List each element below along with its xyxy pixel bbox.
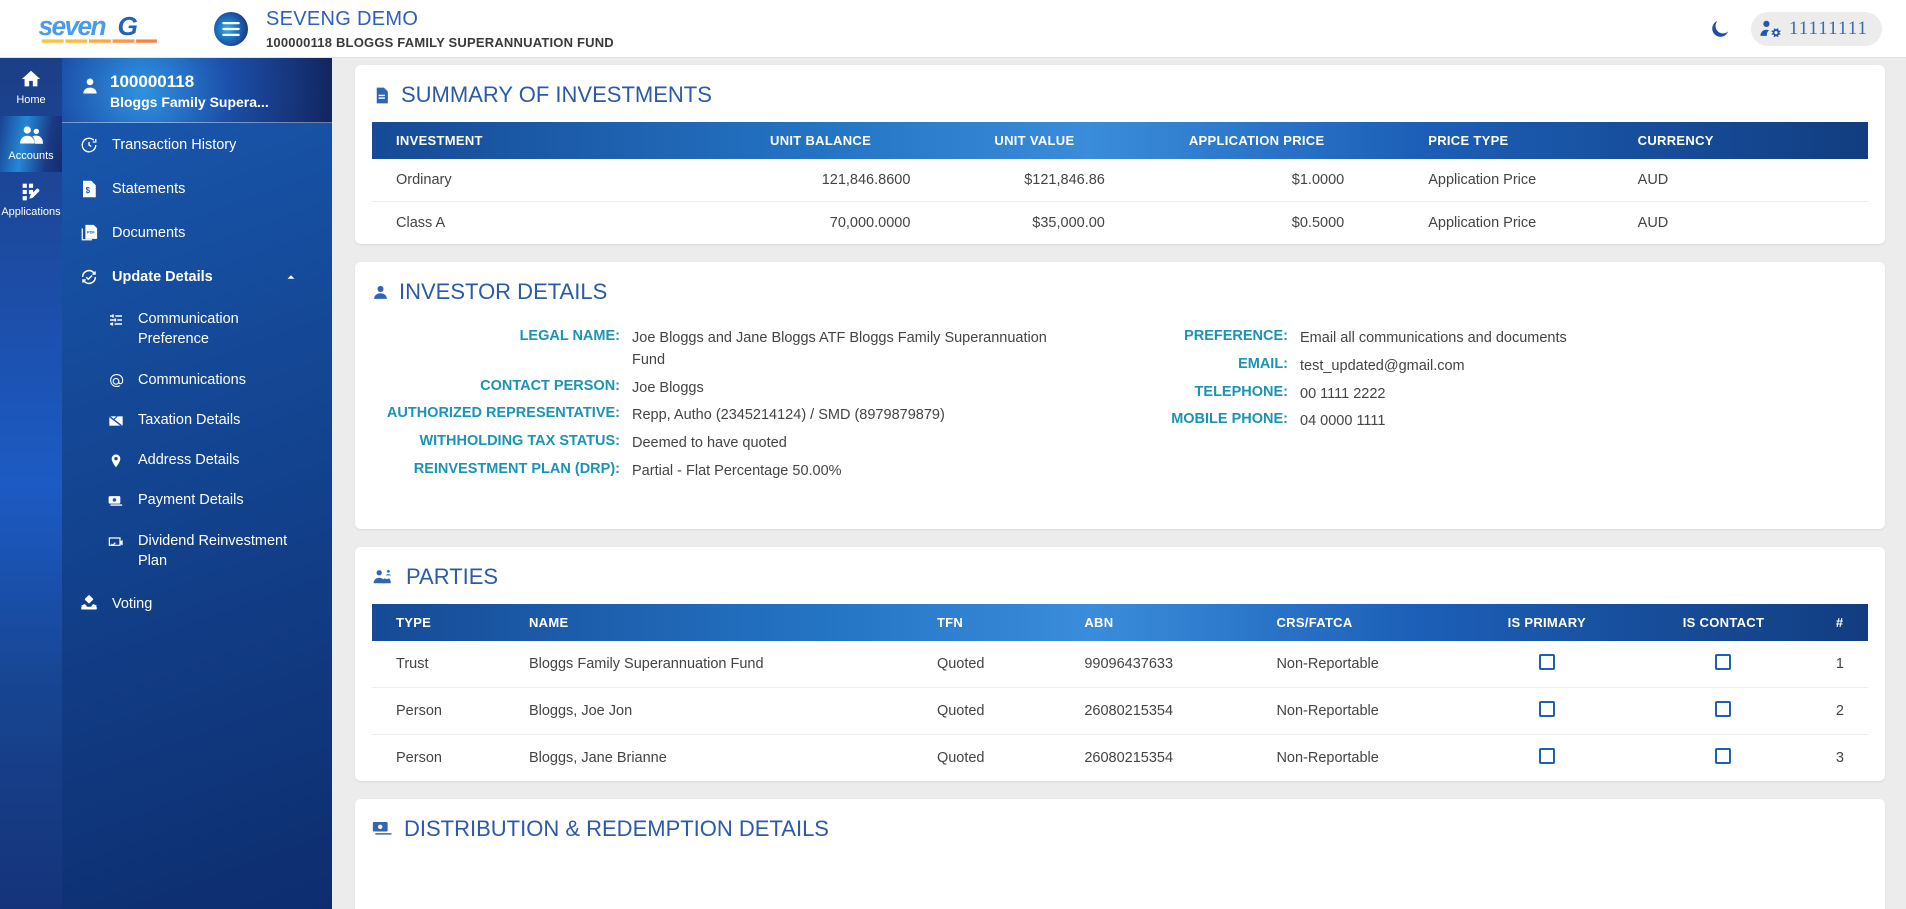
svg-text:G: G	[117, 12, 137, 41]
svg-text:$: $	[86, 186, 91, 195]
svg-text:seven: seven	[39, 12, 106, 41]
svg-text:PDF: PDF	[87, 229, 95, 234]
